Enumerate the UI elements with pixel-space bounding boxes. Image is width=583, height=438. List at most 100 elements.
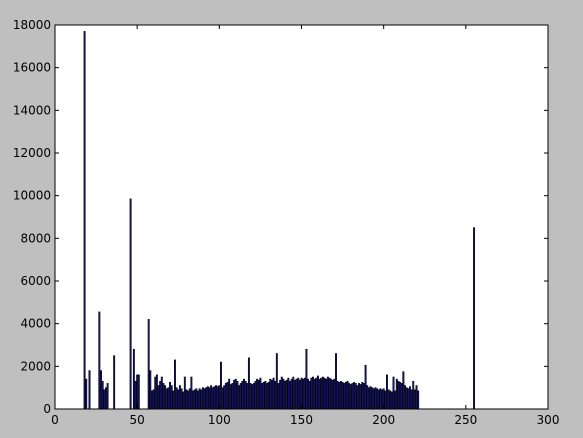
bar-162: [389, 390, 392, 410]
bar-146: [362, 383, 365, 410]
bar-4: [100, 370, 102, 410]
bar-143: [358, 383, 360, 410]
bar-36: [182, 391, 185, 410]
bar-153: [374, 387, 377, 410]
bar-103: [292, 376, 295, 410]
bar-23: [160, 376, 163, 410]
bar-117: [315, 377, 318, 410]
bar-110: [303, 377, 306, 410]
bar-17: [151, 390, 153, 410]
bar-65: [229, 384, 232, 410]
bar-51: [206, 386, 209, 410]
bar-68: [234, 378, 237, 410]
bar-89: [269, 378, 272, 410]
bar-114: [310, 377, 313, 410]
bar-123: [325, 378, 328, 410]
bar-81: [256, 378, 259, 410]
bar-97: [282, 378, 285, 410]
bar-169: [400, 383, 403, 410]
bar-11: [132, 348, 135, 410]
bar-55: [213, 386, 216, 410]
y-tick-label: 18000: [13, 18, 51, 32]
bar-94: [277, 383, 280, 410]
bar-92: [274, 380, 277, 410]
bar-77: [249, 383, 252, 410]
bar-120: [320, 377, 323, 410]
bar-63: [226, 382, 229, 410]
bar-126: [330, 378, 333, 410]
bar-86: [264, 380, 267, 410]
bar-59: [220, 361, 222, 410]
bar-76: [247, 357, 250, 410]
bar-79: [252, 383, 255, 410]
bar-26: [165, 388, 168, 410]
bar-99: [285, 379, 288, 410]
bar-137: [348, 383, 351, 410]
y-tick-label: 2000: [20, 359, 51, 373]
bar-101: [289, 380, 291, 410]
bar-118: [316, 375, 319, 410]
y-tick-label: 16000: [13, 61, 51, 75]
bar-102: [290, 378, 293, 410]
bar-28: [169, 382, 171, 410]
bar-52: [208, 387, 211, 410]
x-tick-label: 250: [454, 413, 477, 427]
bar-44: [195, 388, 198, 410]
bar-67: [233, 379, 236, 410]
bar-113: [308, 380, 311, 410]
bar-2: [88, 370, 91, 410]
bar-154: [376, 388, 379, 410]
bar-175: [410, 389, 413, 410]
bar-149: [367, 387, 370, 410]
bar-108: [300, 377, 303, 410]
bar-39: [187, 390, 190, 410]
bar-46: [198, 388, 201, 410]
bar-83: [259, 377, 262, 410]
bar-172: [405, 387, 408, 410]
bar-161: [387, 389, 390, 410]
bar-111: [305, 348, 308, 410]
bar-87: [266, 383, 268, 410]
x-tick-label: 0: [51, 413, 59, 427]
bar-71: [239, 383, 242, 410]
bar-88: [267, 382, 270, 410]
bar-155: [377, 389, 380, 410]
bar-80: [254, 380, 257, 410]
bar-145: [361, 382, 364, 410]
bar-66: [231, 383, 234, 410]
bar-10: [129, 198, 132, 410]
bar-104: [293, 379, 296, 410]
x-tick-label: 300: [537, 413, 560, 427]
bar-177: [413, 389, 416, 410]
bar-27: [167, 387, 170, 410]
y-tick-label: 8000: [20, 231, 51, 245]
bar-171: [404, 385, 406, 410]
bar-75: [246, 383, 249, 410]
bar-163: [390, 391, 393, 410]
bar-150: [369, 386, 372, 410]
y-tick-label: 0: [43, 402, 51, 416]
bar-122: [323, 377, 326, 410]
bar-140: [353, 382, 356, 410]
bar-173: [407, 388, 410, 410]
y-tick-label: 6000: [20, 274, 51, 288]
y-tick-label: 12000: [13, 146, 51, 160]
bar-series: [83, 31, 476, 410]
bar-135: [344, 382, 347, 410]
bar-141: [354, 383, 357, 410]
bar-121: [321, 376, 324, 410]
bar-40: [188, 388, 191, 410]
bar-31: [174, 359, 176, 410]
bar-8: [106, 383, 109, 410]
bar-56: [215, 385, 217, 410]
bar-105: [295, 378, 298, 410]
bar-64: [228, 378, 231, 410]
bar-96: [280, 376, 283, 410]
bar-84: [261, 383, 264, 410]
bar-91: [272, 377, 275, 410]
bar-15: [147, 319, 150, 410]
bar-74: [244, 380, 247, 410]
bar-7: [104, 387, 107, 410]
bar-136: [346, 380, 349, 410]
bar-179: [417, 390, 420, 410]
